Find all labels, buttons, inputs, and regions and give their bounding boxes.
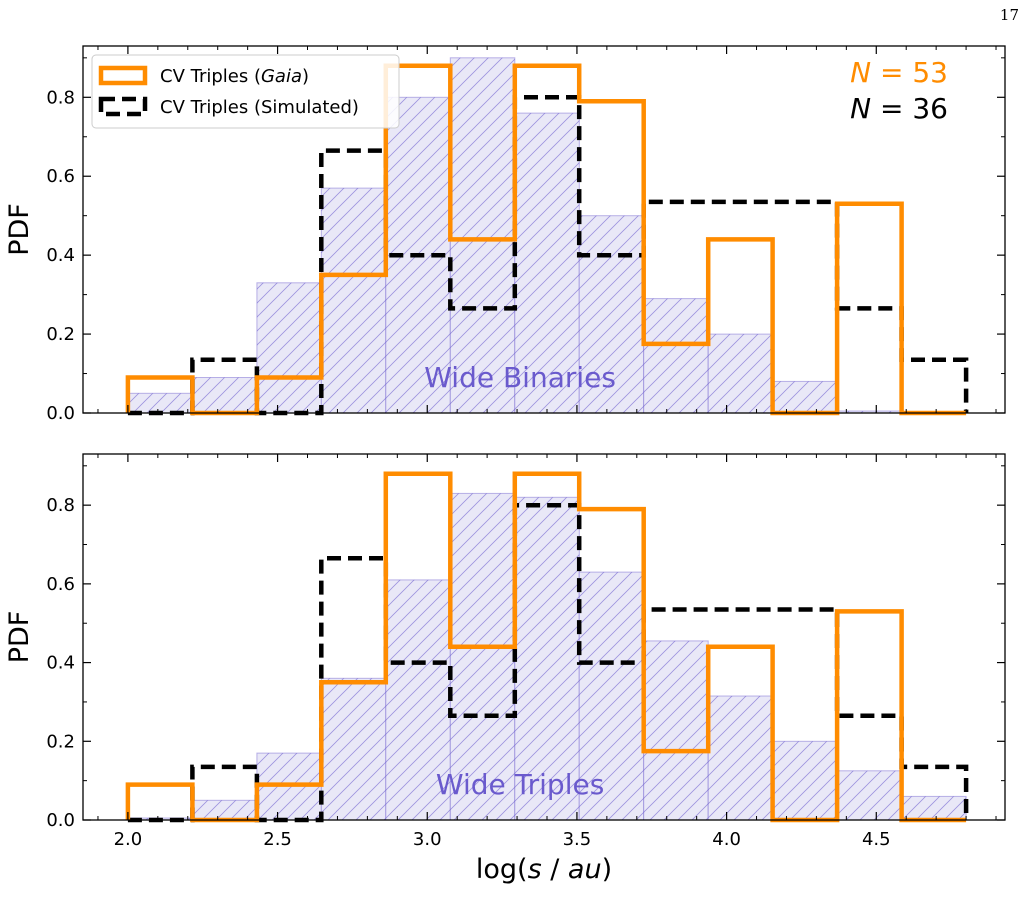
y-tick-label: 0.2 xyxy=(46,324,75,345)
legend-box xyxy=(91,54,400,129)
x-tick-label: 4.5 xyxy=(862,829,891,850)
background-bar xyxy=(772,740,838,821)
legend-simulated-label: CV Triples (Simulated) xyxy=(160,97,359,118)
y-tick-label: 0.0 xyxy=(46,403,75,424)
y-tick-label: 0.8 xyxy=(46,495,75,516)
panel-annotation: Wide Triples xyxy=(436,768,604,801)
background-bar xyxy=(256,282,322,414)
gaia-count-label: N = 53 xyxy=(850,56,948,89)
page-number: 17 xyxy=(999,6,1019,24)
y-tick-label: 0.4 xyxy=(46,653,75,674)
y-axis-label: PDF xyxy=(4,203,35,256)
legend-gaia-swatch xyxy=(98,65,148,86)
panel-annotation: Wide Binaries xyxy=(424,361,616,394)
background-bar xyxy=(320,187,387,414)
y-tick-label: 0.4 xyxy=(46,245,75,266)
background-bar xyxy=(449,57,516,414)
ticks xyxy=(83,46,1005,414)
background-bar xyxy=(772,380,838,414)
background-bar xyxy=(514,496,580,821)
background-bar xyxy=(836,770,903,821)
background-bar xyxy=(901,795,967,821)
bottom-panel: Wide Triples 2.0 2.5 3.0 3.5 4.0 4.5 0.0 0.2 0.4 0… xyxy=(4,453,1006,885)
legend: CV Triples (Gaia) CV Triples (Simulated) xyxy=(91,54,400,129)
background-bar xyxy=(385,579,451,821)
simulated-count-label: N = 36 xyxy=(850,92,948,125)
x-tick-label: 3.0 xyxy=(413,829,442,850)
legend-simulated-swatch xyxy=(98,96,148,117)
background-bar xyxy=(707,695,774,821)
y-tick-label: 0.8 xyxy=(46,87,75,108)
y-tick-label: 0.0 xyxy=(46,810,75,831)
background-bar xyxy=(191,377,258,414)
top-panel: Wide Binaries 0.0 0.2 0.4 0.6 0.8 PDF CV Triple… xyxy=(4,45,1006,424)
y-tick-label: 0.2 xyxy=(46,731,75,752)
x-tick-label: 2.5 xyxy=(263,829,292,850)
background-bar xyxy=(320,677,387,821)
axes-frame xyxy=(82,45,1006,414)
legend-gaia-label: CV Triples (Gaia) xyxy=(160,66,309,87)
background-bar xyxy=(127,392,193,414)
background-bar xyxy=(643,640,709,821)
y-tick-label: 0.6 xyxy=(46,166,75,187)
background-bar xyxy=(707,333,774,414)
y-tick-label: 0.6 xyxy=(46,574,75,595)
background-distribution xyxy=(127,492,967,821)
ticks xyxy=(83,454,1005,821)
background-distribution xyxy=(127,57,903,414)
y-axis-label: PDF xyxy=(4,611,35,664)
x-tick-label: 4.0 xyxy=(712,829,741,850)
x-tick-label: 3.5 xyxy=(563,829,592,850)
x-axis-label: log(s / au) xyxy=(476,854,612,885)
axes-frame xyxy=(82,453,1006,821)
background-bar xyxy=(578,215,645,414)
background-bar xyxy=(643,298,709,414)
x-tick-label: 2.0 xyxy=(114,829,143,850)
